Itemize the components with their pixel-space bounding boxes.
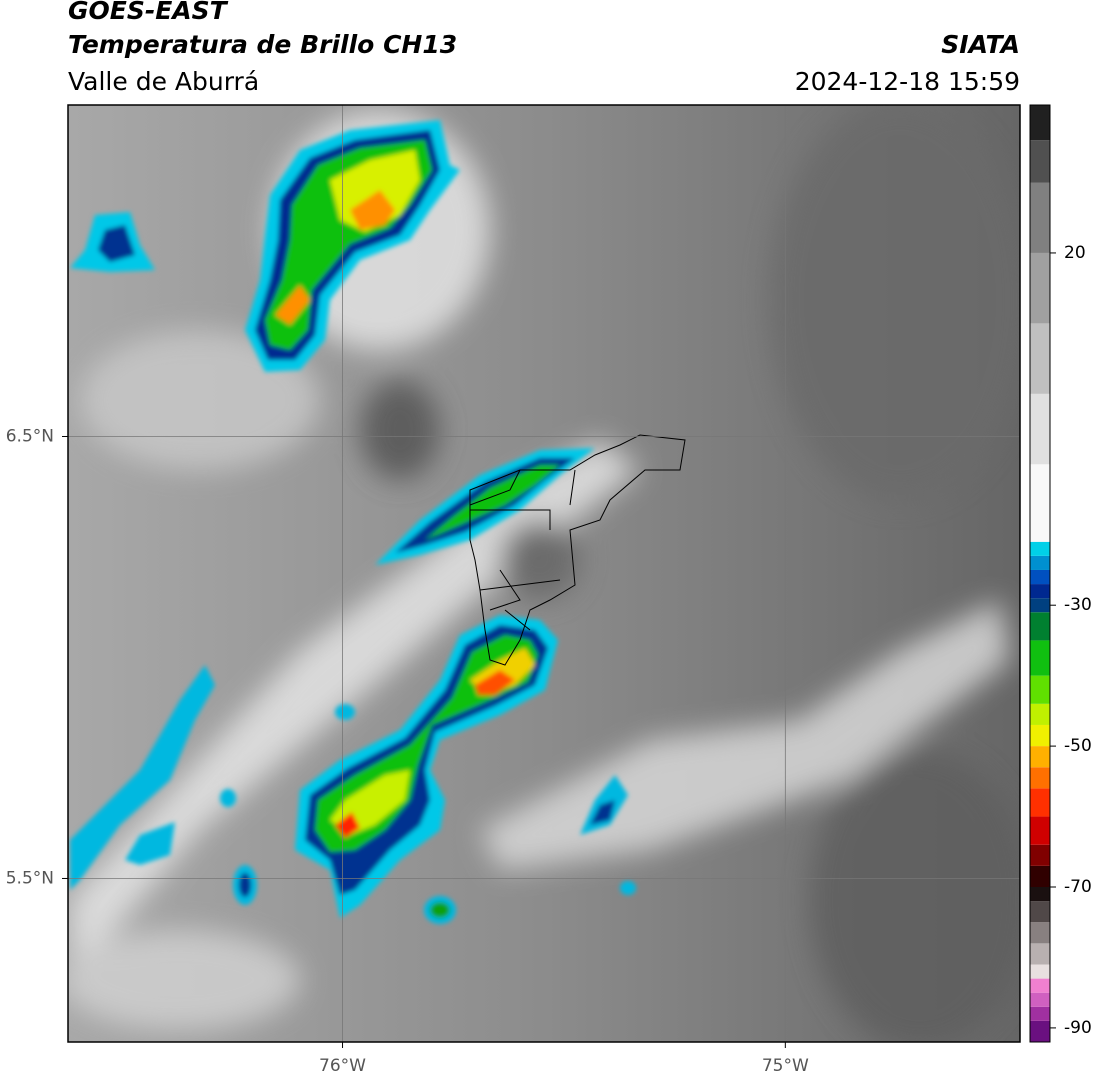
colorbar-band bbox=[1030, 887, 1050, 902]
y-tick-label: 6.5°N bbox=[6, 426, 54, 446]
colorbar-band bbox=[1030, 964, 1050, 979]
colorbar-band bbox=[1030, 943, 1050, 965]
colorbar-band bbox=[1030, 105, 1050, 141]
colorbar-band bbox=[1030, 865, 1050, 888]
colorbar-band bbox=[1030, 724, 1050, 747]
colorbar-tick-label: -70 bbox=[1064, 877, 1092, 897]
colorbar-tick-label: -50 bbox=[1064, 736, 1092, 756]
colorbar-band bbox=[1030, 612, 1050, 641]
colorbar-band bbox=[1030, 767, 1050, 789]
colorbar-band bbox=[1030, 844, 1050, 866]
datetime: 2024-12-18 15:59 bbox=[795, 67, 1020, 96]
municipal-boundaries bbox=[469, 434, 686, 666]
colorbar-band bbox=[1030, 598, 1050, 613]
colorbar-band bbox=[1030, 252, 1050, 324]
colorbar-band bbox=[1030, 978, 1050, 993]
colorbar-tick-label: -90 bbox=[1064, 1018, 1092, 1038]
colorbar-frame bbox=[1029, 104, 1051, 1043]
colorbar-band bbox=[1030, 816, 1050, 845]
map-frame bbox=[67, 104, 1021, 1043]
region: Valle de Aburrá bbox=[68, 67, 259, 96]
colorbar-band bbox=[1030, 788, 1050, 817]
colorbar-tick-label: 20 bbox=[1064, 243, 1086, 263]
colorbar-band bbox=[1030, 584, 1050, 599]
colorbar-band bbox=[1030, 541, 1050, 556]
colorbar-band bbox=[1030, 1020, 1050, 1042]
colorbar-band bbox=[1030, 555, 1050, 570]
x-tick-label: 76°W bbox=[319, 1056, 366, 1076]
agency: SIATA bbox=[941, 30, 1020, 59]
colorbar-band bbox=[1030, 640, 1050, 676]
product: Temperatura de Brillo CH13 bbox=[68, 30, 457, 59]
colorbar-band bbox=[1030, 901, 1050, 923]
colorbar-band bbox=[1030, 182, 1050, 253]
colorbar-tick-label: -30 bbox=[1064, 595, 1092, 615]
y-tick-label: 5.5°N bbox=[6, 868, 54, 888]
colorbar-band bbox=[1030, 746, 1050, 768]
colorbar-band bbox=[1030, 922, 1050, 944]
colorbar-band bbox=[1030, 464, 1050, 542]
colorbar-band bbox=[1030, 675, 1050, 704]
source: GOES-EAST bbox=[68, 0, 229, 25]
x-tick-label: 75°W bbox=[762, 1056, 809, 1076]
colorbar-band bbox=[1030, 992, 1050, 1007]
colorbar-band bbox=[1030, 393, 1050, 465]
colorbar-band bbox=[1030, 140, 1050, 183]
colorbar-band bbox=[1030, 703, 1050, 725]
colorbar-band bbox=[1030, 569, 1050, 585]
satellite-image bbox=[68, 105, 1020, 1042]
colorbar-band bbox=[1030, 323, 1050, 394]
colorbar-band bbox=[1030, 1006, 1050, 1021]
